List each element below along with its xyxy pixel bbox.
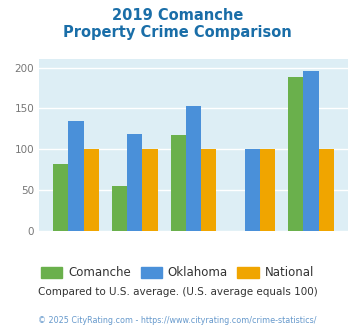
Bar (112, 186, 127, 231)
Bar (201, 149, 217, 231)
Bar (69, 121, 84, 231)
Text: Compared to U.S. average. (U.S. average equals 100): Compared to U.S. average. (U.S. average … (38, 287, 317, 297)
Bar (127, 134, 142, 231)
Bar (288, 77, 303, 231)
Bar (318, 149, 334, 231)
Bar (53, 164, 69, 231)
Text: Property Crime Comparison: Property Crime Comparison (63, 25, 292, 40)
Bar (186, 106, 201, 231)
Text: © 2025 CityRating.com - https://www.cityrating.com/crime-statistics/: © 2025 CityRating.com - https://www.city… (38, 315, 317, 325)
Bar (260, 149, 275, 231)
Legend: Comanche, Oklahoma, National: Comanche, Oklahoma, National (37, 262, 318, 284)
Text: 2019 Comanche: 2019 Comanche (112, 8, 243, 23)
Bar (170, 135, 186, 231)
Bar (303, 71, 318, 231)
Bar (245, 149, 260, 231)
Bar (84, 149, 99, 231)
Bar (142, 149, 158, 231)
